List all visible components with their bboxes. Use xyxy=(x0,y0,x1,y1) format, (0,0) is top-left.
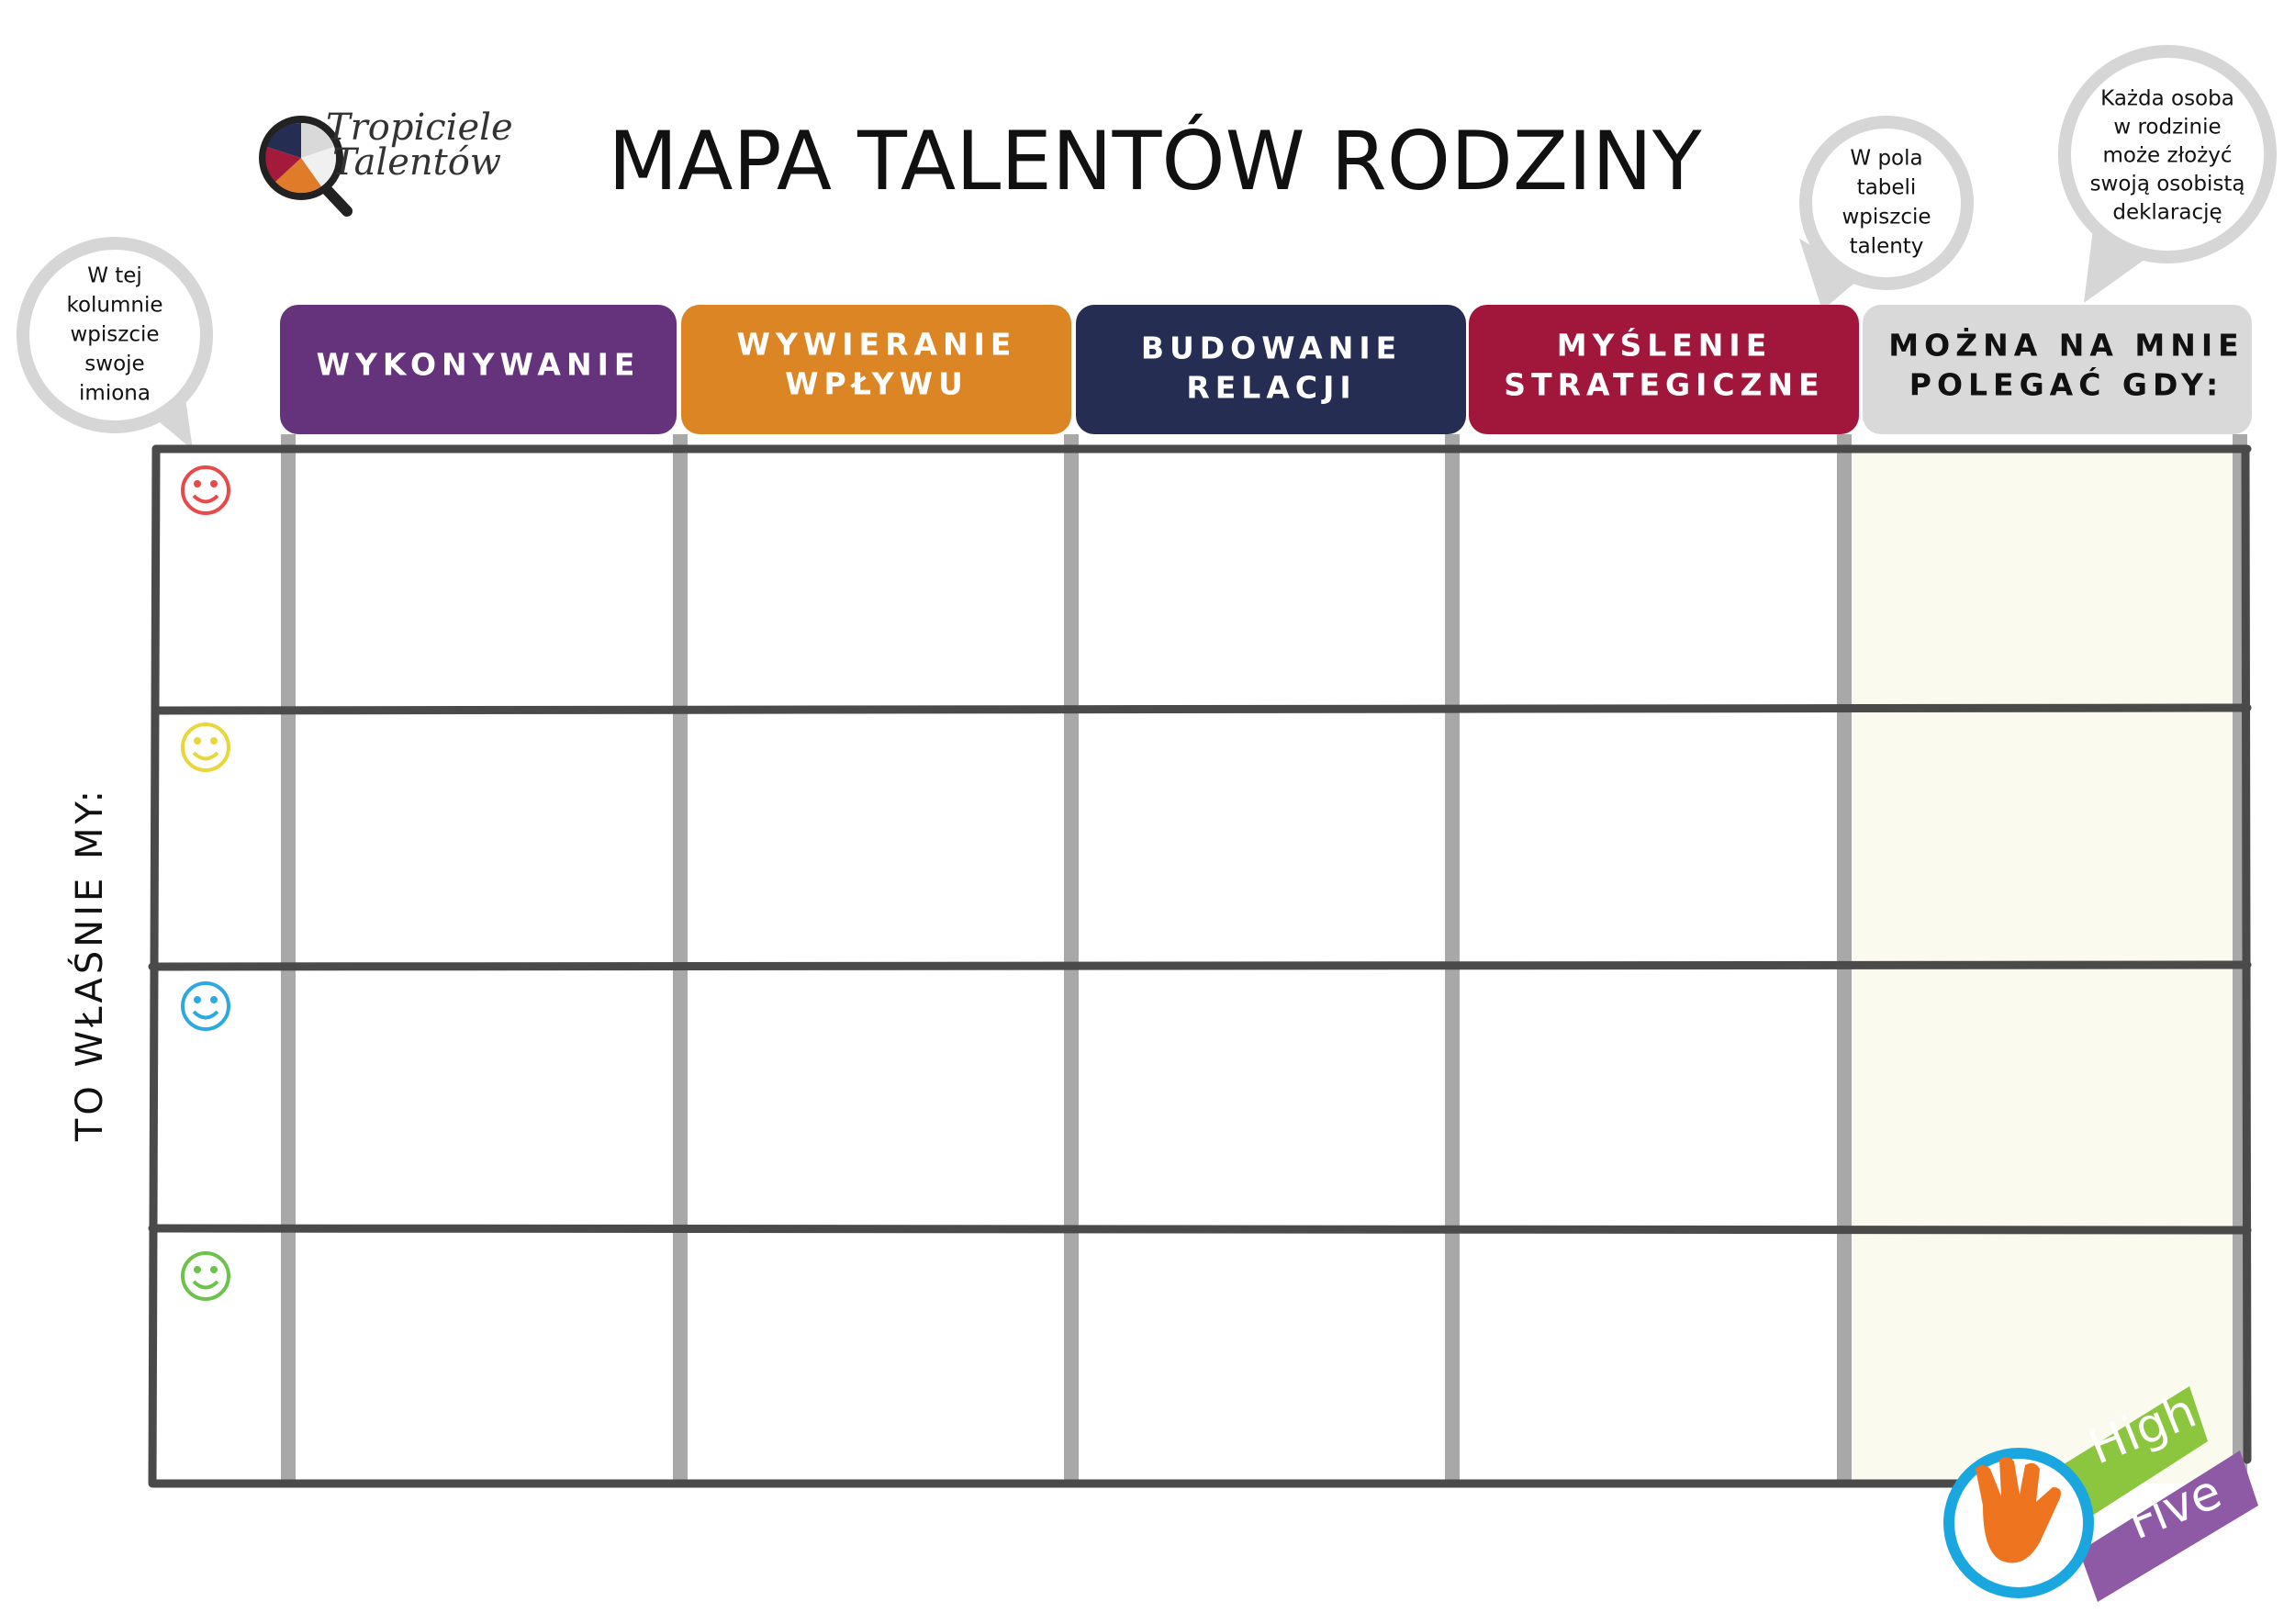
column-title: BUDOWANIE xyxy=(1141,330,1402,366)
bubble-text: tabeli xyxy=(1857,176,1917,200)
badge: High Five xyxy=(1943,1383,2258,1602)
bubble-text: wpiszcie xyxy=(1842,206,1931,230)
side-label: TO WŁAŚNIE MY: xyxy=(67,787,111,1142)
bubble-text: talenty xyxy=(1850,235,1924,259)
bubble-text: w rodzinie xyxy=(2113,116,2221,140)
bubble-text: Każda osoba xyxy=(2100,87,2234,111)
smiley xyxy=(181,465,230,515)
bubble-text: swoją osobistą xyxy=(2090,173,2245,196)
hint-bubble: W pola tabeli wpiszcie talenty xyxy=(1799,116,1974,310)
bubble-text: kolumnie xyxy=(66,294,162,318)
column-header xyxy=(1469,305,1859,434)
bubble-text: wpiszcie xyxy=(70,323,159,347)
logo-text: Tropiciele xyxy=(326,106,513,149)
logo: Tropiciele Talentów xyxy=(259,106,513,217)
talent-grid xyxy=(148,434,2252,1488)
smiley xyxy=(181,1251,230,1301)
bubble-text: deklarację xyxy=(2112,201,2222,225)
column-title: MOŻNA NA MNIE xyxy=(1888,327,2244,364)
column-header xyxy=(1076,305,1466,434)
logo-text: Talentów xyxy=(332,141,501,184)
bubble-text: swoje xyxy=(84,353,144,376)
column-title: STRATEGICZNE xyxy=(1504,367,1824,403)
bubble-text: W pola xyxy=(1850,147,1922,171)
column-header xyxy=(681,305,1071,434)
column-title: POLEGAĆ GDY: xyxy=(1909,366,2223,403)
column-header xyxy=(280,305,677,434)
bubble-text: imiona xyxy=(79,382,151,406)
column-title: RELACJI xyxy=(1186,370,1356,406)
smiley xyxy=(181,722,230,772)
hint-bubble: W tej kolumnie wpiszcie swoje imiona xyxy=(17,237,213,450)
column-title: WYWIERANIE xyxy=(737,327,1017,363)
smiley xyxy=(181,981,230,1031)
column-header xyxy=(1863,305,2252,434)
bubble-text: W tej xyxy=(87,264,142,288)
bubble-text: może złożyć xyxy=(2102,144,2232,168)
hint-bubble: Każda osoba w rodzinie może złożyć swoją… xyxy=(2058,45,2277,303)
column-title: WYKONYWANIE xyxy=(317,347,641,383)
column-title: MYŚLENIE xyxy=(1557,327,1773,364)
page-title: MAPA TALENTÓW RODZINY xyxy=(608,114,1702,208)
column-title: WPŁYWU xyxy=(785,366,968,402)
